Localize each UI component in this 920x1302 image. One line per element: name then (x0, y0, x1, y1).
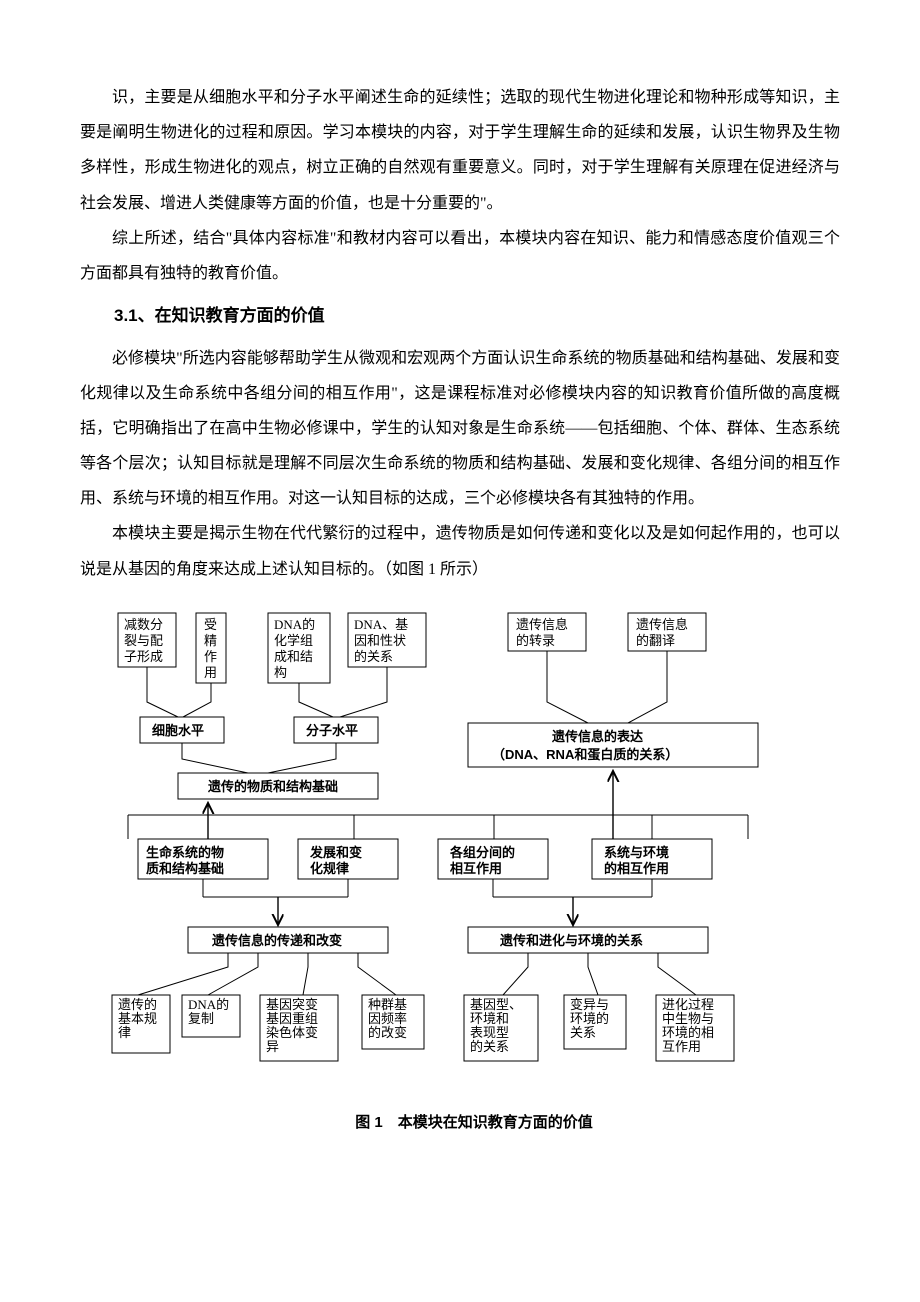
svg-text:细胞水平: 细胞水平 (152, 723, 204, 738)
svg-text:复制: 复制 (188, 1011, 214, 1026)
svg-text:裂与配: 裂与配 (124, 633, 163, 648)
svg-text:遗传的: 遗传的 (118, 997, 157, 1012)
node-system-environment: 系统与环境 的相互作用 (592, 839, 712, 879)
svg-text:遗传信息: 遗传信息 (636, 617, 688, 632)
svg-text:中生物与: 中生物与 (662, 1011, 714, 1026)
svg-text:基因型、: 基因型、 (470, 997, 522, 1012)
paragraph-4: 本模块主要是揭示生物在代代繁衍的过程中，遗传物质是如何传递和变化以及是如何起作用… (80, 516, 840, 586)
svg-text:因频率: 因频率 (368, 1011, 407, 1026)
paragraph-3: 必修模块"所选内容能够帮助学生从微观和宏观两个方面认识生命系统的物质基础和结构基… (80, 341, 840, 517)
heading-3-1: 3.1、在知识教育方面的价值 (80, 297, 840, 334)
svg-text:的关系: 的关系 (470, 1039, 509, 1054)
node-genetic-basis: 遗传的物质和结构基础 (178, 773, 378, 799)
node-mutation-variation: 基因突变 基因重组 染色体变 异 (260, 995, 338, 1061)
svg-text:成和结: 成和结 (274, 649, 313, 664)
svg-text:环境的: 环境的 (570, 1011, 609, 1026)
node-fertilization: 受 精 作 用 (196, 613, 226, 683)
node-dna-structure: DNA的 化学组 成和结 构 (268, 613, 330, 683)
node-gene-expression: 遗传信息的表达 （DNA、RNA和蛋白质的关系） (468, 723, 758, 767)
svg-text:化规律: 化规律 (310, 861, 349, 876)
node-heredity-laws: 遗传的 基本规 律 (112, 995, 170, 1053)
svg-text:的转录: 的转录 (516, 633, 555, 648)
svg-text:DNA的: DNA的 (188, 997, 229, 1012)
svg-text:各组分间的: 各组分间的 (449, 845, 515, 860)
svg-text:受: 受 (204, 617, 217, 632)
svg-text:作: 作 (204, 649, 217, 664)
svg-text:基因重组: 基因重组 (266, 1011, 318, 1026)
node-systems-basis: 生命系统的物 质和结构基础 (138, 839, 268, 879)
node-variation-env: 变异与 环境的 关系 (564, 995, 626, 1049)
svg-text:减数分: 减数分 (124, 617, 163, 632)
node-allele-frequency: 种群基 因频率 的改变 (362, 995, 424, 1049)
node-dna-replication: DNA的 复制 (182, 995, 240, 1037)
node-translation: 遗传信息 的翻译 (628, 613, 706, 651)
svg-text:关系: 关系 (570, 1025, 596, 1040)
node-meiosis: 减数分 裂与配 子形成 (118, 613, 176, 667)
svg-text:发展和变: 发展和变 (309, 845, 362, 860)
svg-text:互作用: 互作用 (662, 1039, 701, 1054)
svg-text:生命系统的物: 生命系统的物 (146, 845, 224, 860)
svg-text:表现型: 表现型 (470, 1025, 509, 1040)
node-heredity-evolution-env: 遗传和进化与环境的关系 (468, 927, 708, 953)
figure-1: 减数分 裂与配 子形成 受 精 作 用 DNA的 化学组 成和结 构 DNA、基… (108, 607, 840, 1139)
svg-text:进化过程: 进化过程 (662, 997, 714, 1012)
svg-text:基本规: 基本规 (118, 1011, 157, 1026)
svg-text:基因突变: 基因突变 (266, 997, 318, 1012)
svg-text:（DNA、RNA和蛋白质的关系）: （DNA、RNA和蛋白质的关系） (492, 747, 678, 762)
node-dev-change: 发展和变 化规律 (298, 839, 398, 879)
svg-text:因和性状: 因和性状 (354, 633, 406, 648)
svg-text:遗传信息的传递和改变: 遗传信息的传递和改变 (211, 933, 342, 948)
svg-text:质和结构基础: 质和结构基础 (146, 861, 224, 876)
svg-text:精: 精 (204, 633, 217, 648)
svg-text:用: 用 (204, 665, 217, 680)
svg-text:异: 异 (266, 1039, 279, 1054)
concept-map-svg: 减数分 裂与配 子形成 受 精 作 用 DNA的 化学组 成和结 构 DNA、基… (108, 607, 768, 1087)
svg-text:分子水平: 分子水平 (306, 723, 358, 738)
svg-text:染色体变: 染色体变 (266, 1025, 318, 1040)
paragraph-2: 综上所述，结合"具体内容标准"和教材内容可以看出，本模块内容在知识、能力和情感态… (80, 221, 840, 291)
node-evolution-env-interaction: 进化过程 中生物与 环境的相 互作用 (656, 995, 734, 1061)
svg-text:DNA的: DNA的 (274, 617, 315, 632)
node-transmission-change: 遗传信息的传递和改变 (188, 927, 388, 953)
svg-text:遗传信息的表达: 遗传信息的表达 (551, 729, 643, 744)
node-component-interaction: 各组分间的 相互作用 (438, 839, 548, 879)
node-molecular-level: 分子水平 (294, 717, 378, 743)
svg-text:化学组: 化学组 (274, 633, 313, 648)
svg-text:遗传和进化与环境的关系: 遗传和进化与环境的关系 (499, 933, 643, 948)
svg-text:的关系: 的关系 (354, 649, 393, 664)
figure-1-caption: 图 1 本模块在知识教育方面的价值 (108, 1106, 840, 1139)
svg-text:的翻译: 的翻译 (636, 633, 675, 648)
node-genotype-env-phenotype: 基因型、 环境和 表现型 的关系 (464, 995, 538, 1061)
svg-text:律: 律 (118, 1025, 131, 1040)
svg-text:遗传的物质和结构基础: 遗传的物质和结构基础 (207, 779, 338, 794)
svg-text:环境的相: 环境的相 (662, 1025, 714, 1040)
svg-text:的相互作用: 的相互作用 (604, 861, 669, 876)
svg-text:构: 构 (274, 665, 287, 680)
svg-text:系统与环境: 系统与环境 (604, 845, 669, 860)
node-transcription: 遗传信息 的转录 (508, 613, 586, 651)
svg-text:环境和: 环境和 (470, 1011, 509, 1026)
svg-text:变异与: 变异与 (570, 997, 609, 1012)
node-dna-gene-trait: DNA、基 因和性状 的关系 (348, 613, 426, 667)
svg-text:相互作用: 相互作用 (450, 861, 502, 876)
node-cell-level: 细胞水平 (140, 717, 224, 743)
paragraph-1: 识，主要是从细胞水平和分子水平阐述生命的延续性；选取的现代生物进化理论和物种形成… (80, 80, 840, 221)
svg-text:遗传信息: 遗传信息 (516, 617, 568, 632)
svg-text:DNA、基: DNA、基 (354, 617, 408, 632)
svg-text:子形成: 子形成 (124, 649, 163, 664)
svg-text:种群基: 种群基 (368, 997, 407, 1012)
svg-text:的改变: 的改变 (368, 1025, 407, 1040)
